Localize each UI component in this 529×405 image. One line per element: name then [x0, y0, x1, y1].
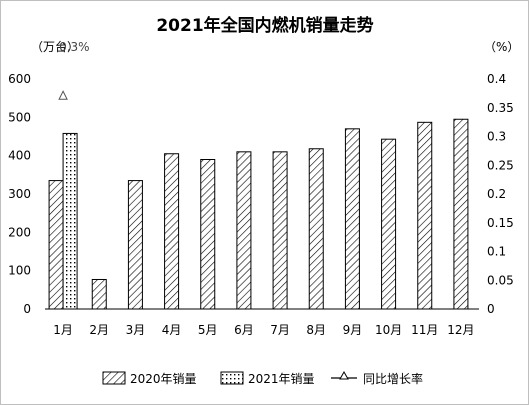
left-tick-label: 200 [8, 225, 31, 239]
x-tick-label: 5月 [198, 323, 218, 337]
bar-2020 [308, 148, 324, 310]
right-tick-label: 0.1 [487, 245, 506, 259]
right-tick-label: 0.3 [487, 130, 506, 144]
growth-point [58, 90, 68, 100]
growth-data-label: 0.3% [59, 40, 89, 54]
chart-title: 2021年全国内燃机销量走势 [156, 15, 373, 36]
bar-2020 [236, 151, 252, 310]
x-tick-label: 7月 [270, 323, 290, 337]
x-tick-label: 12月 [447, 323, 474, 337]
right-tick-label: 0.4 [487, 72, 506, 86]
right-tick-label: 0.2 [487, 187, 506, 201]
legend-swatch-2020 [102, 371, 126, 385]
x-axis-labels: 1月 2月 3月 4月 5月 6月 7月 8月 9月 10月 11月 12月 [53, 323, 474, 337]
bar-2020 [200, 159, 216, 310]
left-tick-label: 400 [8, 149, 31, 163]
right-tick-label: 0.35 [487, 101, 514, 115]
legend-swatch-2021 [220, 371, 244, 385]
legend-label-2021: 2021年销量 [248, 372, 315, 386]
bar-2020 [127, 180, 143, 310]
x-tick-label: 6月 [234, 323, 254, 337]
left-tick-label: 100 [8, 264, 31, 278]
growth-markers: 0.3% [58, 40, 90, 100]
legend-label-growth: 同比增长率 [363, 371, 423, 386]
right-tick-label: 0 [487, 302, 495, 316]
bar-2020 [453, 118, 469, 310]
legend-label-2020: 2020年销量 [130, 372, 197, 386]
left-tick-label: 600 [8, 72, 31, 86]
x-tick-label: 11月 [411, 323, 438, 337]
x-tick-label: 2月 [89, 323, 109, 337]
x-tick-label: 1月 [53, 323, 73, 337]
right-axis-ticks: 0 0.05 0.1 0.15 0.2 0.25 0.3 0.35 0.4 [487, 72, 514, 316]
left-tick-label: 500 [8, 110, 31, 124]
x-tick-label: 3月 [126, 323, 146, 337]
legend-marker-growth [339, 370, 349, 380]
right-tick-label: 0.15 [487, 216, 514, 230]
bar-2020 [48, 180, 64, 310]
legend: 2020年销量 2021年销量 同比增长率 [102, 370, 423, 386]
left-tick-label: 0 [23, 302, 31, 316]
right-tick-label: 0.05 [487, 273, 514, 287]
x-tick-label: 4月 [162, 323, 182, 337]
x-tick-label: 9月 [343, 323, 363, 337]
left-tick-label: 300 [8, 187, 31, 201]
left-axis-unit: （万台） [31, 39, 79, 54]
right-tick-label: 0.25 [487, 158, 514, 172]
bar-2020 [164, 153, 180, 310]
bar-2020 [91, 278, 107, 310]
bar-2021 [62, 132, 78, 310]
x-tick-label: 10月 [375, 323, 402, 337]
bar-2020 [381, 138, 397, 310]
bar-2020 [344, 128, 360, 310]
bars [48, 118, 469, 310]
left-axis-ticks: 0 100 200 300 400 500 600 [8, 72, 31, 316]
bar-2020 [417, 121, 433, 310]
x-tick-label: 8月 [306, 323, 326, 337]
bar-2020 [272, 151, 288, 310]
right-axis-unit: （%） [484, 40, 519, 54]
